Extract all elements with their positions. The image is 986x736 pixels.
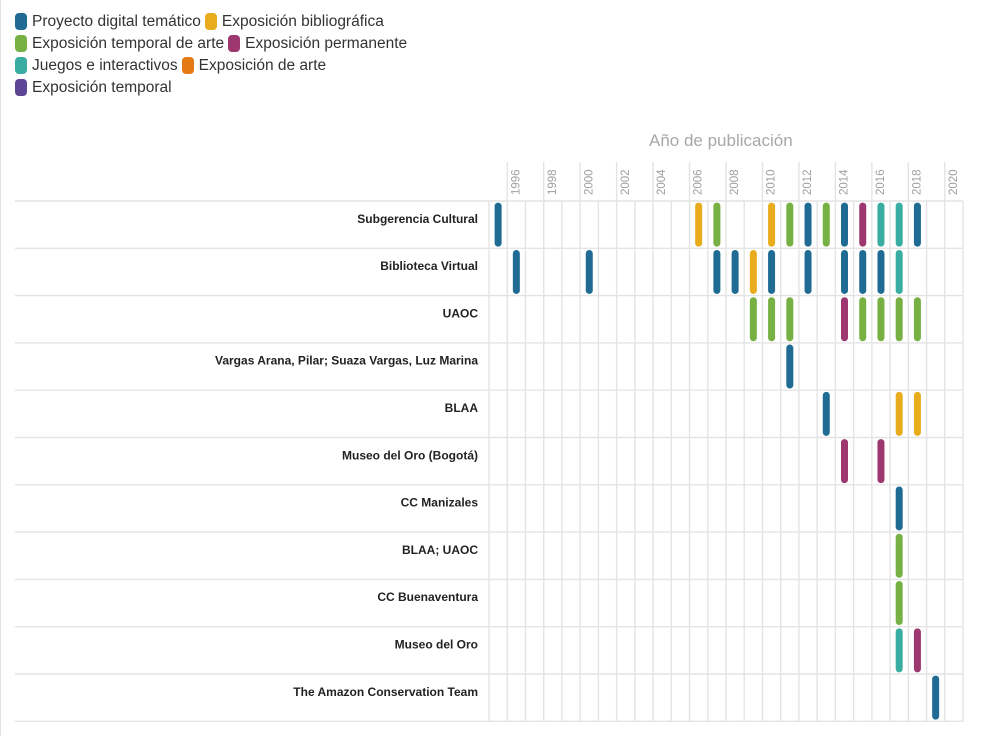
legend-item[interactable]: Exposición bibliográfica <box>204 12 384 31</box>
timeline-mark[interactable] <box>786 297 794 342</box>
row-label: Biblioteca Virtual <box>380 259 478 273</box>
timeline-mark[interactable] <box>768 297 776 342</box>
timeline-mark[interactable] <box>749 249 757 294</box>
row-label: Museo del Oro <box>395 638 478 652</box>
legend-label: Exposición de arte <box>198 56 327 74</box>
legend-item[interactable]: Exposición temporal de arte <box>15 34 224 53</box>
legend-label: Exposición bibliográfica <box>221 12 384 30</box>
timeline-mark[interactable] <box>859 297 867 342</box>
timeline-mark[interactable] <box>895 249 903 294</box>
timeline-mark[interactable] <box>877 249 885 294</box>
timeline-mark[interactable] <box>913 202 921 247</box>
legend-item[interactable]: Exposición de arte <box>181 56 327 75</box>
timeline-mark[interactable] <box>822 391 830 436</box>
timeline-mark[interactable] <box>895 628 903 673</box>
timeline-mark[interactable] <box>877 297 885 342</box>
timeline-mark[interactable] <box>859 249 867 294</box>
timeline-mark[interactable] <box>585 249 593 294</box>
x-tick-label: 1996 <box>510 169 522 195</box>
x-tick-label: 2016 <box>875 169 887 195</box>
timeline-mark[interactable] <box>841 202 848 247</box>
x-tick-label: 2002 <box>620 169 632 195</box>
row-label: The Amazon Conservation Team <box>293 685 478 699</box>
timeline-mark[interactable] <box>895 391 903 436</box>
x-tick-label: 1998 <box>547 169 559 195</box>
row-label: BLAA; UAOC <box>402 543 478 557</box>
timeline-mark[interactable] <box>895 486 903 531</box>
timeline-mark[interactable] <box>895 297 903 342</box>
legend-swatch <box>228 35 241 52</box>
timeline-mark[interactable] <box>695 202 703 247</box>
row-label: UAOC <box>443 306 479 320</box>
legend-label: Exposición permanente <box>245 34 408 52</box>
timeline-mark[interactable] <box>877 202 885 247</box>
x-tick-label: 2006 <box>693 169 705 195</box>
timeline-mark[interactable] <box>731 249 739 294</box>
timeline-mark[interactable] <box>786 202 794 247</box>
timeline-mark[interactable] <box>913 297 921 342</box>
timeline-mark[interactable] <box>768 249 776 294</box>
x-axis-title: Año de publicación <box>649 131 793 150</box>
timeline-mark[interactable] <box>859 202 867 247</box>
legend-label: Exposición temporal <box>32 78 172 96</box>
legend-swatch <box>15 35 27 52</box>
timeline-mark[interactable] <box>895 202 903 247</box>
x-tick-label: 2010 <box>766 169 778 195</box>
legend-swatch <box>204 13 217 30</box>
timeline-mark[interactable] <box>877 439 885 484</box>
x-tick-label: 2014 <box>839 169 851 195</box>
legend-item[interactable]: Exposición temporal <box>15 78 172 97</box>
legend-item[interactable]: Proyecto digital temático <box>15 12 201 31</box>
timeline-mark[interactable] <box>913 628 921 673</box>
timeline-mark[interactable] <box>713 202 721 247</box>
legend: Proyecto digital temático Exposición bibl… <box>15 12 455 97</box>
timeline-mark[interactable] <box>841 439 848 484</box>
timeline-mark[interactable] <box>512 249 520 294</box>
x-tick-label: 2008 <box>729 169 741 195</box>
timeline-mark[interactable] <box>804 202 812 247</box>
legend-label: Juegos e interactivos <box>32 56 178 74</box>
timeline-mark[interactable] <box>804 249 812 294</box>
x-tick-label: 2004 <box>656 169 668 195</box>
timeline-mark[interactable] <box>895 533 903 578</box>
x-tick-label: 2020 <box>948 169 960 195</box>
legend-swatch <box>15 79 27 96</box>
x-tick-label: 2000 <box>583 169 595 195</box>
legend-item[interactable]: Juegos e interactivos <box>15 56 178 75</box>
row-label: CC Buenaventura <box>377 590 478 604</box>
legend-swatch <box>15 13 27 30</box>
timeline-mark[interactable] <box>768 202 776 247</box>
timeline-mark[interactable] <box>932 675 940 720</box>
legend-label: Proyecto digital temático <box>32 12 201 30</box>
row-label: Museo del Oro (Bogotá) <box>342 448 478 462</box>
timeline-mark[interactable] <box>494 202 502 247</box>
timeline-mark[interactable] <box>822 202 830 247</box>
row-label: Vargas Arana, Pilar; Suaza Vargas, Luz M… <box>215 354 478 368</box>
legend-swatch <box>15 57 27 74</box>
legend-swatch <box>181 57 194 74</box>
timeline-mark[interactable] <box>713 249 721 294</box>
timeline-mark[interactable] <box>841 249 848 294</box>
row-label: BLAA <box>445 401 479 415</box>
row-label: Subgerencia Cultural <box>357 212 478 226</box>
timeline-mark[interactable] <box>913 391 921 436</box>
row-label: CC Manizales <box>401 496 479 510</box>
legend-label: Exposición temporal de arte <box>32 34 225 52</box>
timeline-mark[interactable] <box>749 297 757 342</box>
x-tick-label: 2012 <box>802 169 814 195</box>
timeline-mark[interactable] <box>895 581 903 626</box>
x-tick-label: 2018 <box>911 169 923 195</box>
timeline-mark[interactable] <box>786 344 794 389</box>
legend-item[interactable]: Exposición permanente <box>228 34 407 53</box>
timeline-mark[interactable] <box>841 297 848 342</box>
